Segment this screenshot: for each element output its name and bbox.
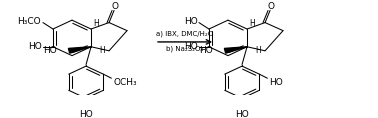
Text: HO: HO: [235, 110, 249, 118]
Text: HO: HO: [270, 78, 283, 87]
Text: H: H: [255, 46, 261, 55]
Text: H: H: [249, 19, 255, 28]
Text: H: H: [93, 19, 99, 28]
Text: b) Na₂S₂O₄: b) Na₂S₂O₄: [166, 45, 204, 52]
Text: O: O: [268, 2, 274, 11]
Text: H₃CO: H₃CO: [17, 17, 41, 26]
Text: HO: HO: [79, 110, 93, 118]
Text: a) IBX, DMC/H₂O: a) IBX, DMC/H₂O: [156, 31, 214, 37]
Text: HO: HO: [184, 42, 198, 51]
Text: HO: HO: [199, 46, 213, 55]
Text: OCH₃: OCH₃: [113, 78, 137, 87]
Text: H: H: [99, 46, 105, 55]
Polygon shape: [225, 47, 247, 53]
Polygon shape: [68, 47, 91, 53]
Text: O: O: [112, 2, 119, 11]
Text: HO: HO: [43, 46, 57, 55]
Text: HO: HO: [28, 42, 42, 51]
Text: HO: HO: [184, 17, 198, 26]
